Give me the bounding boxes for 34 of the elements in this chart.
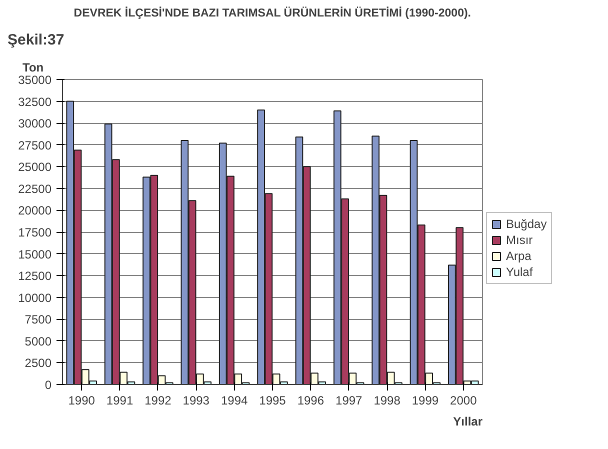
- y-tick-label: 7500: [24, 312, 52, 327]
- legend-label: Yulaf: [506, 265, 533, 279]
- x-tick-label: 1993: [182, 394, 210, 408]
- x-tick-label: 1990: [68, 394, 96, 408]
- x-tick-label: 1995: [259, 394, 286, 408]
- y-tick-label: 5000: [24, 334, 52, 348]
- y-tick-label: 2500: [24, 356, 52, 370]
- y-tick-label: 15000: [18, 247, 52, 262]
- y-tick-label: 30000: [18, 116, 52, 131]
- x-tick-label: 1994: [220, 394, 248, 408]
- chart-title: DEVREK İLÇESİ'NDE BAZI TARIMSAL ÜRÜNLERİN ÜRETİMİ (1990-2000).: [74, 6, 471, 20]
- y-tick-label: 27500: [18, 138, 52, 152]
- x-tick-label: 2000: [450, 394, 478, 408]
- y-tick-label: 32500: [18, 94, 52, 109]
- y-axis-title: Ton: [22, 60, 44, 74]
- y-tick-label: 22500: [18, 182, 52, 196]
- y-tick-label: 20000: [18, 204, 52, 218]
- y-tick-label: 10000: [18, 290, 52, 305]
- legend-label: Buğday: [506, 217, 547, 231]
- y-tick-label: 0: [44, 378, 52, 392]
- x-tick-label: 1997: [336, 394, 363, 408]
- legend-label: Arpa: [506, 249, 532, 263]
- x-tick-label: 1992: [144, 394, 172, 408]
- legend-label: Mısır: [506, 233, 533, 247]
- x-tick-label: 1996: [297, 394, 324, 408]
- y-tick-label: 12500: [18, 269, 52, 284]
- y-tick-label: 25000: [18, 160, 52, 174]
- x-tick-label: 1998: [374, 394, 401, 408]
- y-tick-label: 35000: [18, 73, 52, 87]
- x-tick-label: 1991: [106, 394, 134, 408]
- x-tick-label: 1999: [412, 394, 439, 408]
- x-axis-title: Yıllar: [453, 414, 483, 428]
- y-tick-label: 17500: [18, 226, 52, 240]
- text: Şekil:37: [8, 32, 64, 48]
